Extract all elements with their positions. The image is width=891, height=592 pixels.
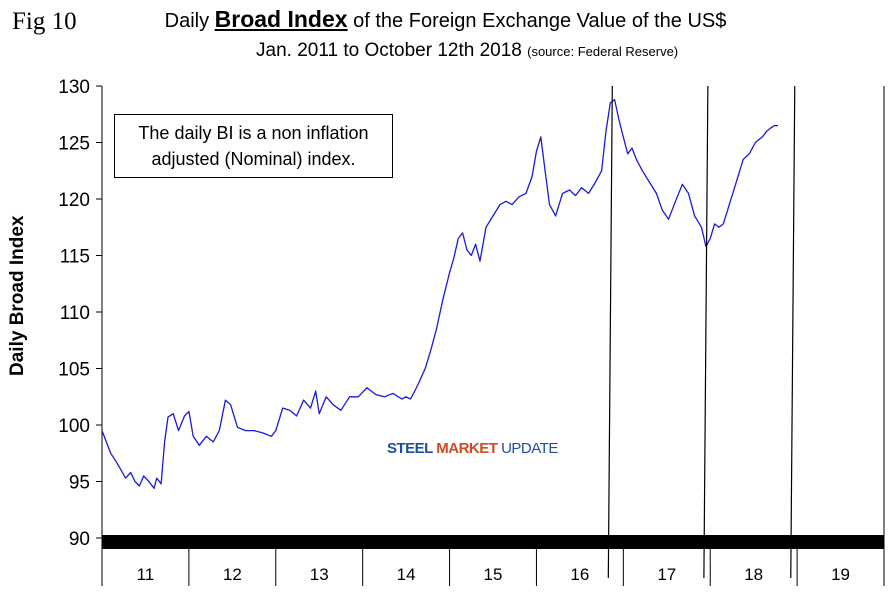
chart-subtitle: Jan. 2011 to October 12th 2018 (source: … [256, 40, 678, 62]
x-tick-label: 12 [223, 565, 242, 584]
y-tick-label: 125 [58, 134, 90, 155]
y-tick-label: 115 [60, 247, 90, 268]
series-group [101, 98, 778, 489]
vertical-marker-line [607, 85, 613, 579]
x-tick-label: 11 [137, 565, 155, 584]
x-tick-label: 18 [744, 565, 763, 584]
y-tick-label: 110 [60, 303, 90, 324]
y-tick-label: 120 [58, 190, 90, 211]
annotation-box: The daily BI is a non inflation adjusted… [114, 114, 393, 178]
title-suffix: of the Foreign Exchange Value of the US$ [353, 10, 727, 32]
x-tick-label: 15 [484, 565, 503, 584]
y-tick-label: 100 [58, 416, 90, 437]
y-tick-label: 95 [69, 473, 90, 494]
watermark-logo: STEEL MARKET UPDATE [387, 440, 558, 457]
x-axis-band [102, 535, 884, 549]
watermark-word-steel: STEEL [387, 440, 433, 457]
watermark-word-update: UPDATE [501, 440, 558, 457]
series-line-broad-index [101, 98, 778, 489]
x-tick-label: 13 [310, 565, 329, 584]
x-tick-label: 19 [831, 565, 850, 584]
x-axis: 11 12 13 14 15 16 17 18 19 [101, 549, 885, 586]
subtitle-source: (source: Federal Reserve) [527, 44, 679, 59]
watermark-word-market: MARKET [436, 440, 498, 457]
y-tick-label: 105 [58, 360, 90, 381]
subtitle-text: Jan. 2011 to October 12th 2018 [256, 40, 522, 61]
figure-label: Fig 10 [12, 8, 77, 35]
y-ticks: 90 95 100 105 110 115 120 125 130 [58, 77, 102, 550]
annotation-line-1: The daily BI is a non inflation [138, 123, 369, 143]
title-prefix: Daily [164, 10, 210, 32]
vertical-markers [607, 85, 796, 579]
y-tick-label: 90 [69, 529, 90, 550]
y-tick-label: 130 [58, 77, 90, 98]
annotation-line-2: adjusted (Nominal) index. [151, 149, 356, 169]
plot-frame [101, 86, 885, 586]
x-tick-label: 16 [570, 565, 589, 584]
chart-title: Daily Broad Index of the Foreign Exchang… [0, 6, 891, 33]
vertical-marker-line [790, 85, 796, 579]
title-emphasis: Broad Index [214, 6, 348, 32]
x-tick-label: 17 [657, 565, 676, 584]
x-tick-label: 14 [397, 565, 416, 584]
vertical-marker-line [703, 85, 709, 579]
